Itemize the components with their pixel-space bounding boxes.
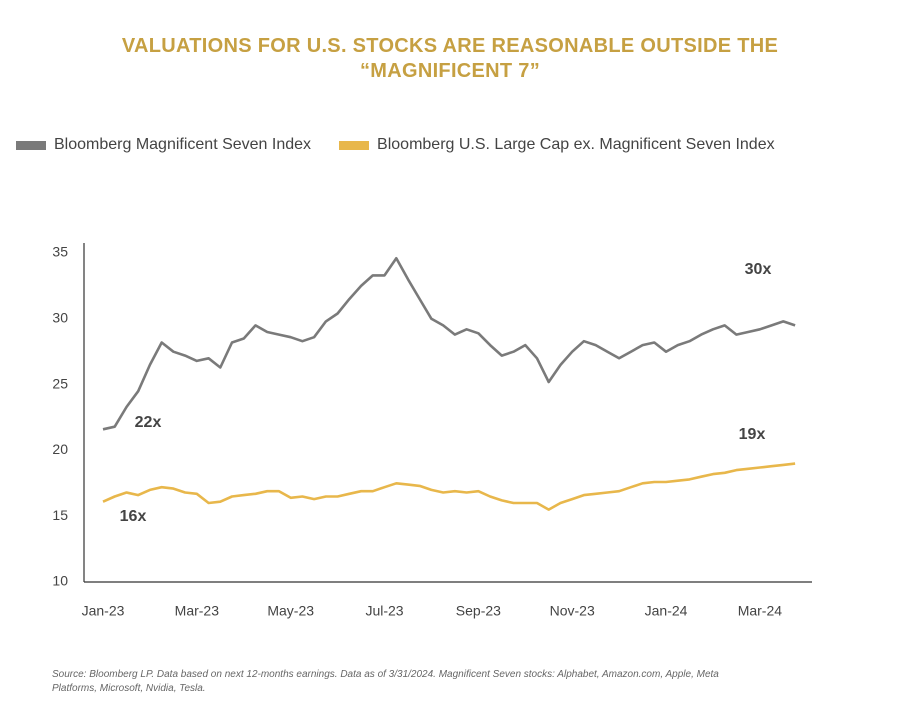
series-line	[102, 257, 796, 431]
y-tick-label: 10	[52, 573, 68, 589]
x-tick-label: Mar-23	[175, 603, 220, 619]
y-tick-label: 15	[52, 507, 68, 523]
legend-entry: Bloomberg Magnificent Seven Index	[16, 136, 311, 154]
chart-title: VALUATIONS FOR U.S. STOCKS ARE REASONABL…	[121, 35, 779, 82]
y-tick-label: 25	[52, 375, 68, 391]
x-tick-label: Jan-24	[645, 603, 688, 619]
series-line	[102, 462, 796, 511]
x-tick-label: May-23	[267, 603, 314, 619]
chart: 10 15 20 25 30 35 Jan-23 Mar-23 May-23 Jul-23 Sep-…	[52, 243, 812, 619]
y-tick-label: 20	[52, 441, 68, 457]
annotation: 30x	[745, 261, 772, 278]
annotation: 22x	[135, 414, 162, 431]
annotation: 19x	[739, 426, 766, 443]
x-tick-label: Nov-23	[550, 603, 595, 619]
legend-swatch	[339, 140, 370, 150]
x-tick-label: Mar-24	[738, 603, 783, 619]
legend-label: Bloomberg U.S. Large Cap ex. Magnificent…	[377, 136, 775, 153]
legend: Bloomberg Magnificent Seven Index Bloomb…	[16, 136, 775, 154]
x-tick-label: Jul-23	[365, 603, 403, 619]
legend-entry: Bloomberg U.S. Large Cap ex. Magnificent…	[339, 136, 775, 154]
legend-label: Bloomberg Magnificent Seven Index	[54, 136, 312, 153]
x-tick-label: Jan-23	[82, 603, 125, 619]
legend-swatch	[16, 140, 46, 150]
source-note: Source: Bloomberg LP. Data based on next…	[52, 669, 719, 694]
y-tick-label: 30	[52, 310, 68, 326]
annotation: 16x	[120, 508, 147, 525]
x-tick-label: Sep-23	[456, 603, 501, 619]
y-tick-label: 35	[52, 244, 68, 260]
